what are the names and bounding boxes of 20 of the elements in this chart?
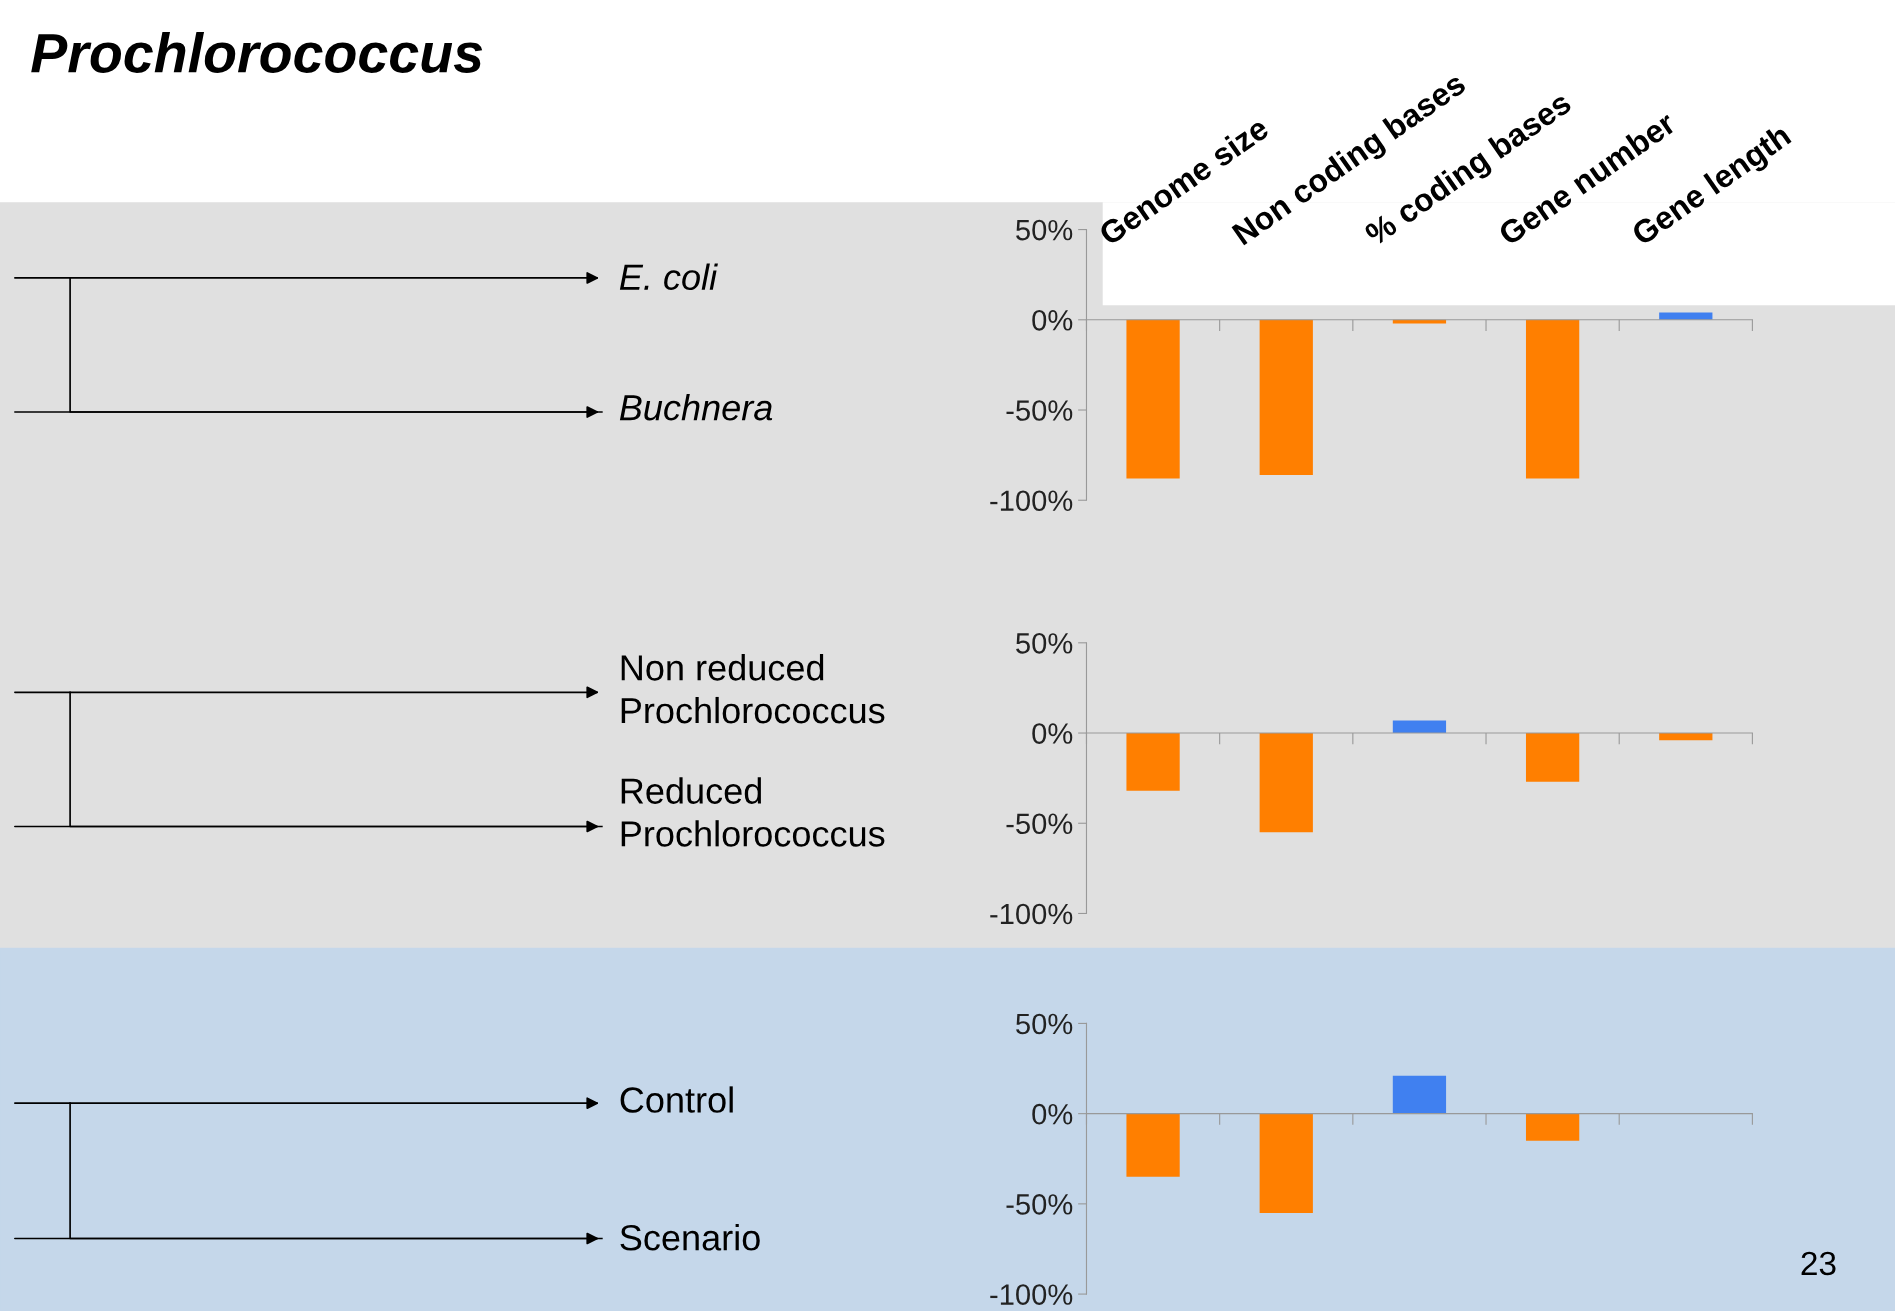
y-tick-label: -100% (990, 903, 1073, 925)
text: Scenario (620, 1224, 760, 1251)
text: 23 (1801, 1251, 1836, 1276)
y-tick-label: 0% (1032, 1103, 1073, 1125)
y-tick-label: 50% (1016, 1013, 1073, 1035)
y-tick-label: 0% (1032, 310, 1073, 331)
y-tick-label: -50% (1006, 400, 1073, 421)
y-tick-label: 50% (1016, 633, 1073, 654)
text: Reduced Prochlorococcus (621, 777, 885, 847)
text: Non reduced Prochlorococcus (621, 654, 885, 724)
text: Prochlorococcus (31, 32, 483, 73)
y-tick-label: 50% (1016, 219, 1073, 241)
y-tick-label: -100% (990, 490, 1073, 512)
y-tick-label: 0% (1032, 723, 1073, 744)
y-tick-label: -50% (1006, 1194, 1073, 1215)
text: E. coli (619, 263, 718, 291)
text: Control (620, 1086, 733, 1113)
y-tick-label: -50% (1006, 813, 1073, 835)
y-tick-label: -100% (990, 1284, 1073, 1305)
text: Buchnera (619, 393, 773, 421)
